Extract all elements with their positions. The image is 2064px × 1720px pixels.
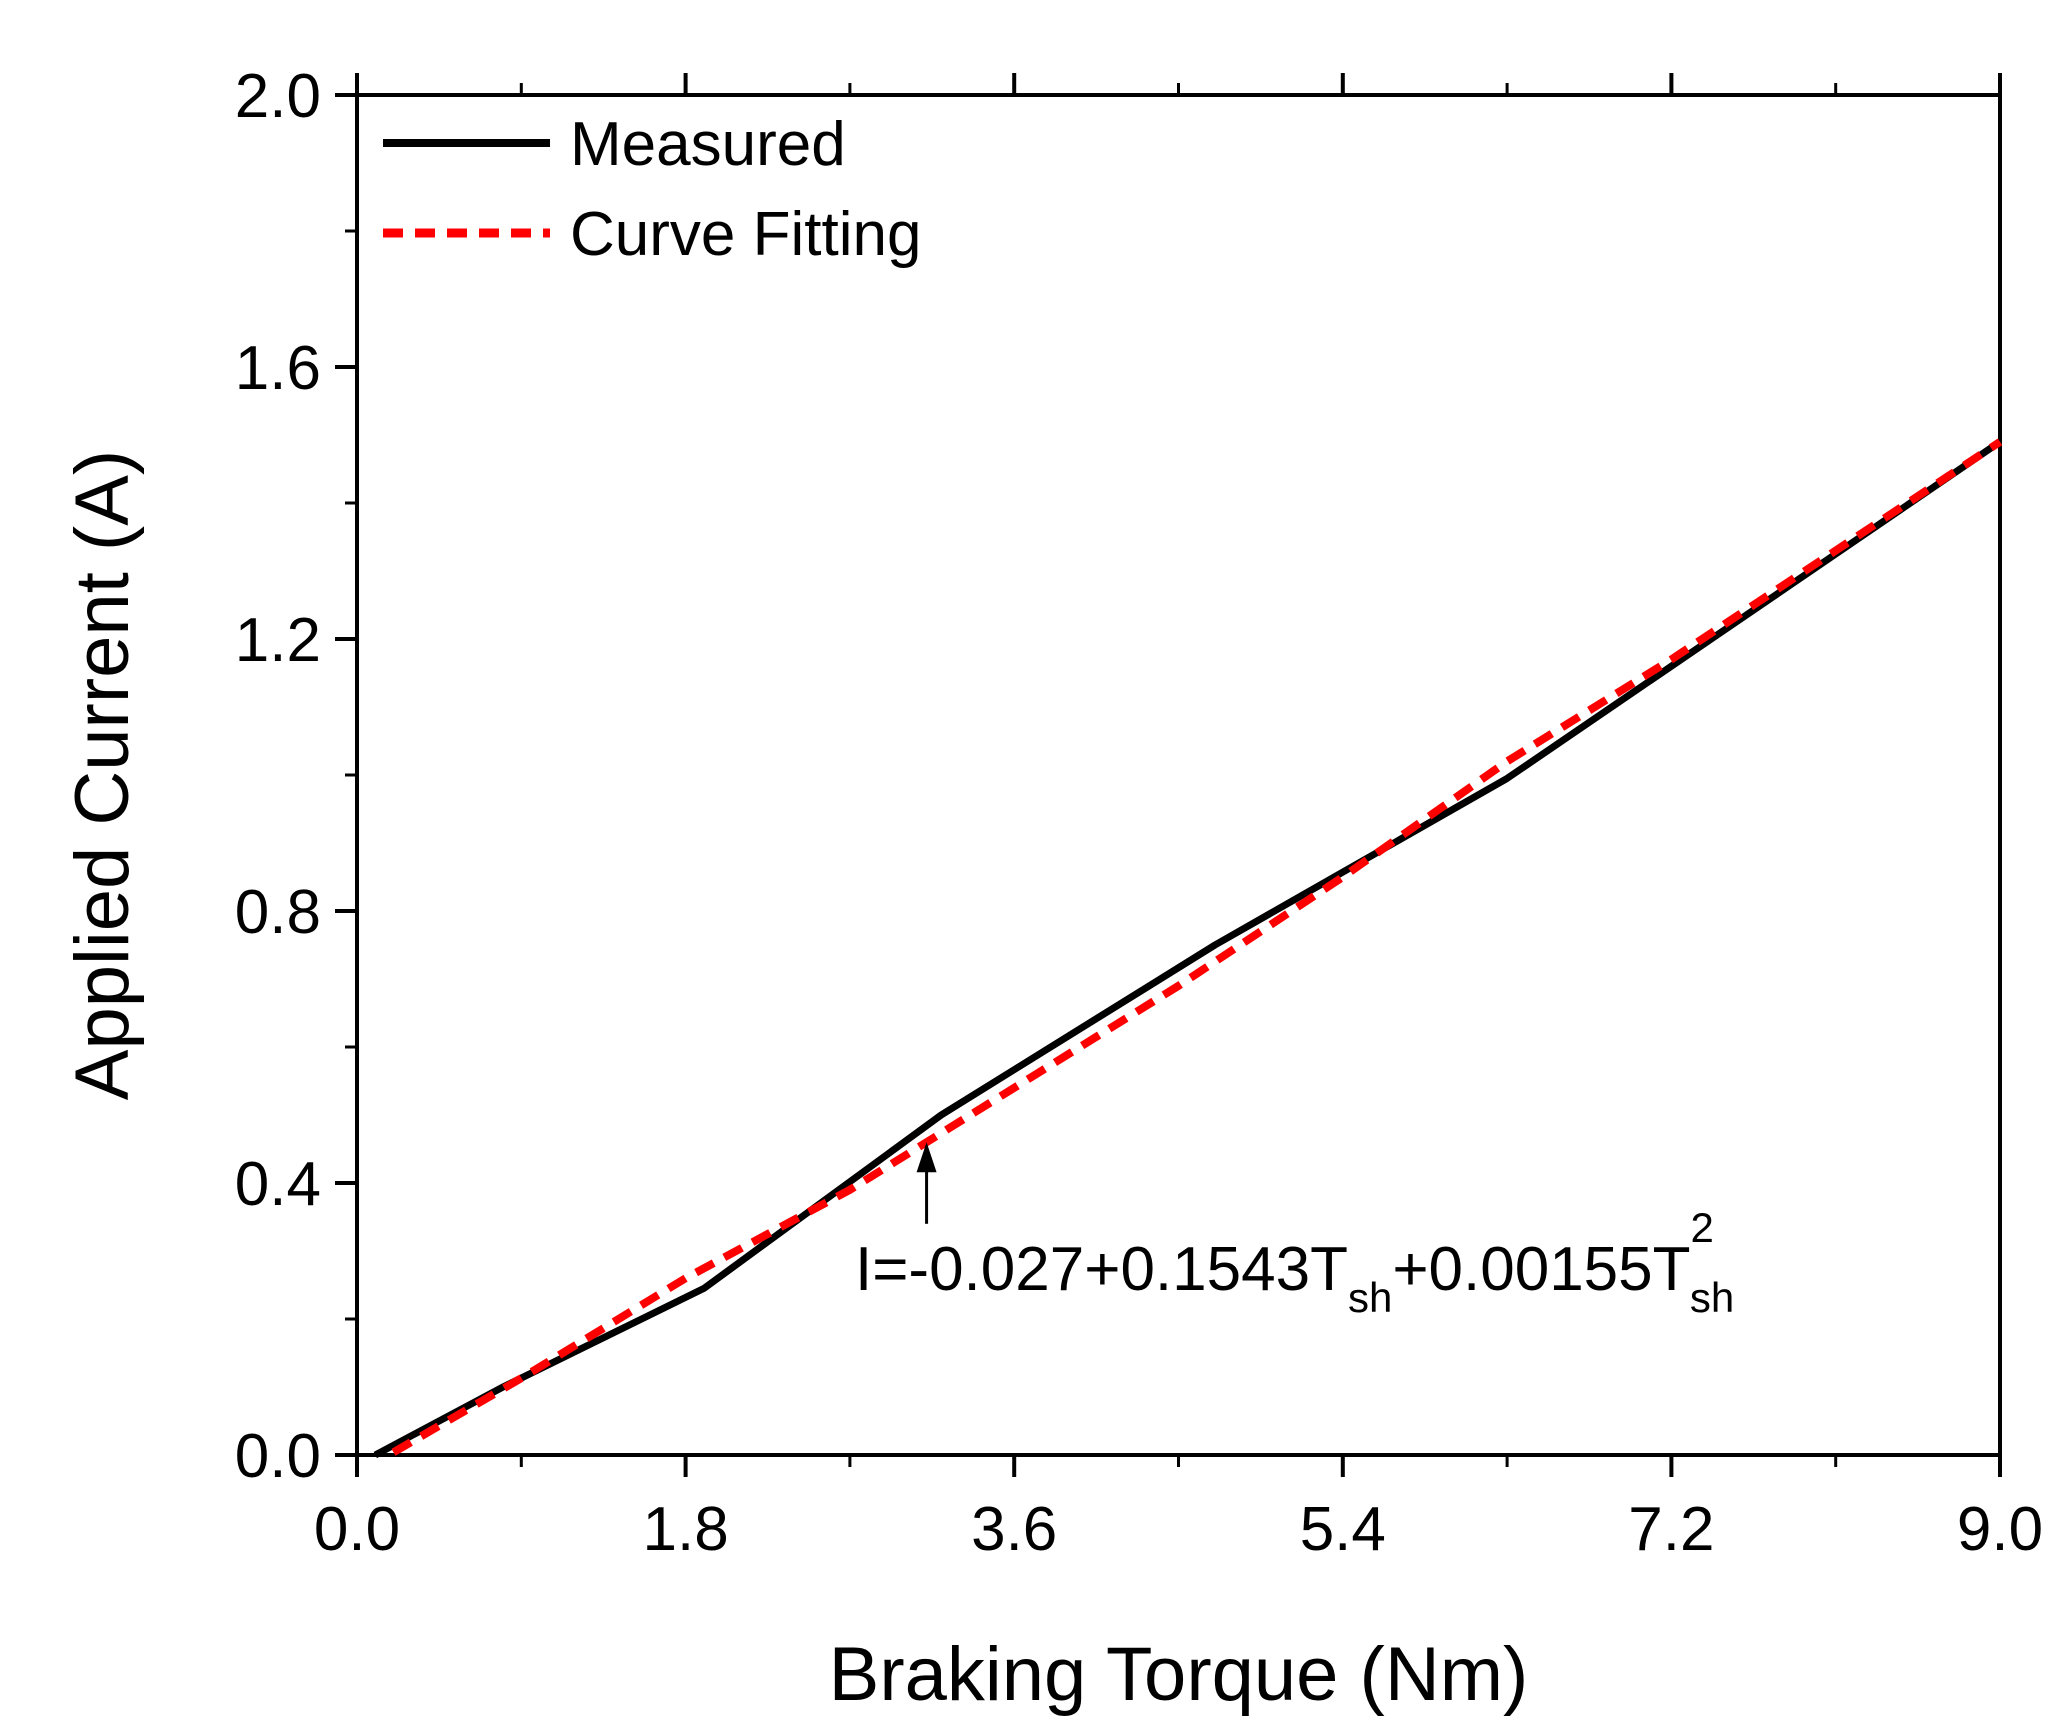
annotation-arrow-head bbox=[916, 1142, 937, 1173]
x-tick-label: 9.0 bbox=[1957, 1495, 2043, 1564]
legend: Measured Curve Fitting bbox=[383, 110, 921, 269]
y-tick-label: 0.4 bbox=[235, 1150, 321, 1219]
equation-part: sh bbox=[1690, 1274, 1734, 1321]
x-tick-label: 0.0 bbox=[314, 1495, 400, 1564]
equation-annotation: I=-0.027+0.1543Tsh+0.00155T2 sh bbox=[855, 1142, 1734, 1321]
axis-ticks bbox=[335, 73, 2002, 1477]
x-tick-label: 1.8 bbox=[642, 1495, 728, 1564]
series-line-curve-fitting bbox=[391, 438, 2003, 1456]
series-group bbox=[373, 438, 2003, 1459]
y-tick-label: 0.0 bbox=[235, 1422, 321, 1491]
y-tick-label: 0.8 bbox=[235, 878, 321, 947]
y-tick-label: 1.2 bbox=[235, 606, 321, 675]
x-tick-label: 5.4 bbox=[1300, 1495, 1386, 1564]
y-axis-title: Applied Current (A) bbox=[60, 450, 145, 1101]
tick-labels: 0.0 1.8 3.6 5.4 7.2 9.0 0.0 0.4 0.8 1.2 1.6 2.0 bbox=[235, 62, 2043, 1564]
y-tick-label: 1.6 bbox=[235, 334, 321, 403]
x-tick-label: 7.2 bbox=[1628, 1495, 1714, 1564]
x-axis-title: Braking Torque (Nm) bbox=[829, 1632, 1529, 1717]
x-tick-label: 3.6 bbox=[971, 1495, 1057, 1564]
legend-label: Measured bbox=[570, 110, 846, 179]
equation-text: I=-0.027+0.1543Tsh+0.00155T2 sh bbox=[855, 1204, 1734, 1321]
y-tick-label: 2.0 bbox=[235, 62, 321, 131]
legend-label: Curve Fitting bbox=[570, 200, 921, 269]
equation-part: 2 bbox=[1691, 1204, 1714, 1251]
equation-part: +0.00155T bbox=[1392, 1235, 1690, 1304]
equation-part: sh bbox=[1348, 1274, 1392, 1321]
equation-part: I=-0.027+0.1543T bbox=[855, 1235, 1348, 1304]
